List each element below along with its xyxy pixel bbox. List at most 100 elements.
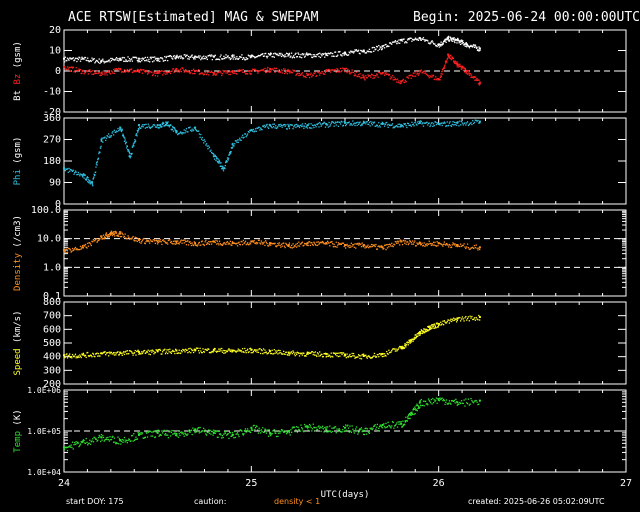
- data-dot-temp: [264, 428, 266, 430]
- data-dot-phi: [225, 160, 228, 162]
- data-dot-speed: [142, 351, 144, 353]
- data-dot-phi: [262, 125, 265, 128]
- data-dot-density: [399, 239, 402, 241]
- data-dot-phi: [232, 144, 234, 147]
- data-dot-speed: [168, 351, 170, 353]
- data-dot-bt: [85, 59, 87, 61]
- data-dot-speed: [369, 356, 371, 359]
- data-dot-speed: [200, 351, 203, 354]
- data-dot-phi: [182, 132, 185, 134]
- data-dot-bz: [411, 74, 413, 76]
- data-dot-bz: [285, 70, 288, 72]
- data-dot-speed: [105, 352, 108, 354]
- data-dot-phi: [396, 125, 398, 127]
- data-dot-bz: [134, 70, 136, 72]
- data-dot-speed: [473, 317, 476, 319]
- data-dot-phi: [213, 158, 216, 160]
- data-dot-bt: [128, 60, 130, 62]
- data-dot-phi: [439, 124, 441, 126]
- data-dot-bt: [462, 42, 465, 44]
- data-dot-phi: [234, 140, 237, 142]
- data-point-bt: [175, 55, 178, 58]
- data-dot-phi: [200, 133, 202, 136]
- data-dot-density: [415, 245, 417, 247]
- data-dot-temp: [430, 398, 433, 401]
- data-dot-phi: [88, 182, 90, 184]
- data-dot-speed: [381, 353, 383, 355]
- data-dot-bt: [156, 60, 159, 62]
- data-dot-density: [205, 239, 207, 242]
- data-dot-bz: [318, 72, 320, 74]
- data-dot-bz: [275, 67, 277, 70]
- data-dot-phi: [127, 150, 129, 152]
- data-dot-bz: [111, 71, 113, 73]
- data-point-temp: [137, 433, 140, 436]
- data-dot-bz: [413, 75, 415, 78]
- data-dot-density: [473, 244, 476, 247]
- data-dot-temp: [344, 430, 346, 432]
- data-dot-bt: [459, 41, 461, 43]
- data-dot-speed: [415, 334, 417, 336]
- data-dot-density: [107, 234, 109, 236]
- data-dot-bt: [133, 56, 136, 59]
- data-dot-bz: [193, 72, 195, 75]
- data-dot-phi: [172, 126, 174, 129]
- data-dot-speed: [264, 349, 266, 351]
- data-dot-density: [360, 243, 362, 245]
- data-dot-phi: [64, 168, 66, 171]
- data-point-speed: [400, 346, 403, 349]
- data-dot-bz: [183, 71, 185, 73]
- data-dot-speed: [293, 353, 296, 355]
- data-dot-speed: [283, 353, 286, 355]
- data-dot-phi: [85, 178, 88, 180]
- data-dot-phi: [148, 125, 150, 127]
- data-dot-phi: [285, 124, 287, 126]
- data-dot-speed: [216, 351, 218, 353]
- data-dot-bt: [115, 58, 117, 60]
- data-dot-bz: [179, 70, 181, 72]
- data-dot-bt: [87, 60, 90, 62]
- data-dot-temp: [158, 435, 160, 437]
- data-dot-temp: [415, 409, 417, 411]
- data-dot-speed: [391, 348, 394, 350]
- data-dot-temp: [242, 434, 244, 436]
- data-dot-bz: [169, 72, 172, 75]
- data-dot-bt: [329, 52, 332, 54]
- data-dot-temp: [232, 433, 234, 436]
- data-dot-phi: [272, 125, 275, 128]
- data-dot-bz: [390, 76, 392, 78]
- data-dot-bt: [461, 40, 464, 43]
- data-dot-bt: [106, 60, 108, 62]
- data-dot-bt: [356, 50, 358, 52]
- data-dot-temp: [352, 428, 354, 430]
- data-dot-bt: [136, 57, 138, 59]
- data-dot-bz: [198, 73, 201, 75]
- data-dot-temp: [225, 430, 227, 433]
- data-dot-speed: [474, 319, 476, 321]
- data-dot-bt: [432, 41, 434, 43]
- data-dot-phi: [215, 159, 217, 162]
- data-dot-bt: [427, 40, 429, 42]
- data-dot-temp: [410, 412, 413, 414]
- data-dot-speed: [416, 335, 418, 337]
- data-dot-phi: [254, 128, 257, 130]
- data-dot-bt: [213, 56, 215, 58]
- data-dot-bz: [326, 70, 328, 72]
- data-dot-bt: [169, 55, 172, 57]
- data-point-phi: [344, 121, 346, 124]
- data-dot-density: [476, 247, 478, 249]
- data-dot-bz: [190, 69, 193, 72]
- data-dot-temp: [102, 434, 104, 437]
- xtick-label: 26: [433, 478, 445, 489]
- data-dot-temp: [416, 410, 418, 412]
- data-dot-speed: [402, 348, 404, 350]
- data-dot-temp: [161, 432, 164, 434]
- data-dot-density: [290, 246, 292, 249]
- data-dot-temp: [98, 434, 100, 437]
- data-dot-temp: [69, 445, 71, 447]
- data-dot-speed: [362, 353, 364, 356]
- data-dot-bz: [244, 73, 247, 75]
- data-dot-bz: [425, 73, 427, 76]
- data-dot-temp: [221, 434, 224, 437]
- data-dot-speed: [262, 353, 264, 355]
